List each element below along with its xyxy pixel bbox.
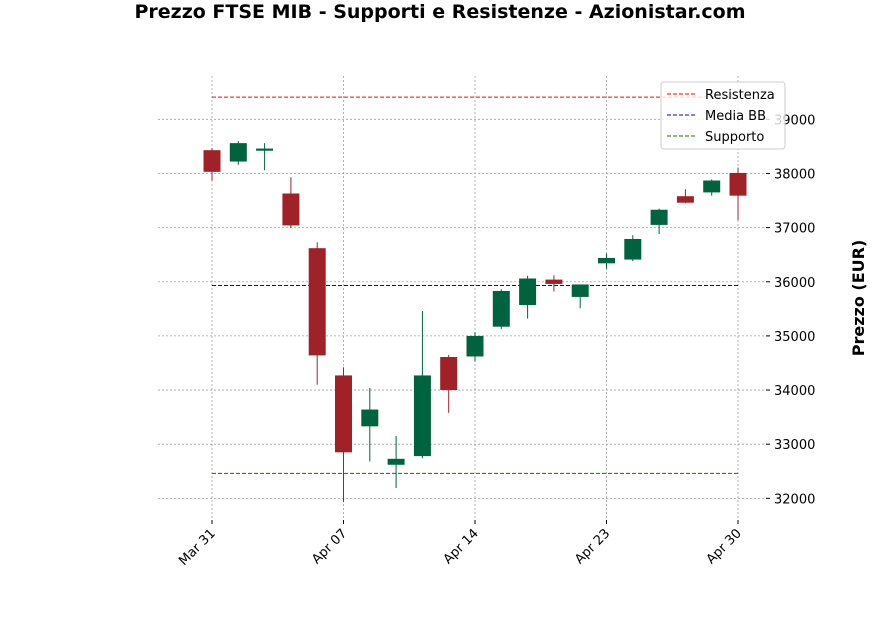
x-tick-label: Apr 23	[572, 526, 613, 567]
x-tick-label: Apr 07	[309, 526, 350, 567]
candle-body	[492, 290, 510, 327]
legend-box	[660, 81, 786, 150]
candle-body	[650, 209, 668, 225]
candle	[335, 367, 352, 503]
candle	[282, 177, 300, 229]
candle	[229, 140, 247, 165]
y-tick-label: 37000	[774, 222, 815, 237]
candle-body	[282, 193, 300, 226]
y-tick-label: 32000	[774, 492, 815, 507]
candle-body	[571, 284, 589, 297]
legend-label: Resistenza	[705, 88, 775, 103]
legend-label: Supporto	[705, 130, 764, 145]
candle-body	[387, 458, 405, 465]
y-tick-label: 36000	[774, 276, 815, 291]
candle-body	[361, 409, 379, 427]
candle-body	[676, 196, 694, 203]
candle	[361, 387, 379, 462]
candle	[729, 167, 747, 221]
candle	[308, 242, 326, 385]
candle-body	[203, 150, 221, 172]
candle-body	[308, 248, 326, 356]
y-tick-label: 38000	[774, 167, 815, 182]
candle	[440, 354, 458, 413]
y-tick-label: 34000	[774, 384, 815, 399]
candle-body	[729, 172, 747, 196]
candles	[203, 140, 747, 503]
grid-layer	[158, 76, 766, 520]
candle-body	[598, 257, 615, 264]
candle	[650, 208, 668, 235]
candle-body	[335, 375, 352, 453]
candle	[703, 179, 721, 196]
y-tick-label: 35000	[774, 330, 815, 345]
legend-label: Media BB	[705, 109, 766, 124]
legend: Resistenza Media BB Supporto	[660, 81, 786, 150]
chart-title: Prezzo FTSE MIB - Supporti e Resistenze …	[134, 1, 746, 23]
candle	[203, 148, 221, 181]
candle	[676, 189, 694, 204]
candle-body	[466, 335, 484, 357]
candle-body	[256, 148, 274, 151]
candle-body	[624, 238, 642, 260]
x-tick-label: Mar 31	[176, 526, 219, 569]
candle	[571, 284, 589, 309]
x-tick-label: Apr 30	[704, 526, 745, 567]
candle	[598, 253, 615, 269]
candle	[256, 143, 274, 171]
candle	[624, 235, 642, 262]
candle	[387, 436, 405, 489]
candle-body	[440, 357, 458, 391]
candle	[492, 289, 510, 329]
candle-body	[519, 278, 537, 306]
candle	[545, 275, 563, 292]
candle	[466, 332, 484, 362]
candle-body	[413, 375, 431, 457]
level-lines	[212, 96, 738, 474]
x-axis: Mar 31 Apr 07 Apr 14 Apr 23 Apr 30	[176, 520, 745, 569]
y-axis-title: Prezzo (EUR)	[849, 240, 868, 357]
candle-body	[545, 279, 563, 284]
candle	[519, 275, 537, 319]
candle-body	[703, 180, 721, 193]
y-tick-label: 33000	[774, 438, 815, 453]
x-tick-label: Apr 14	[441, 526, 482, 567]
candle-body	[229, 143, 247, 162]
candle	[413, 310, 431, 459]
